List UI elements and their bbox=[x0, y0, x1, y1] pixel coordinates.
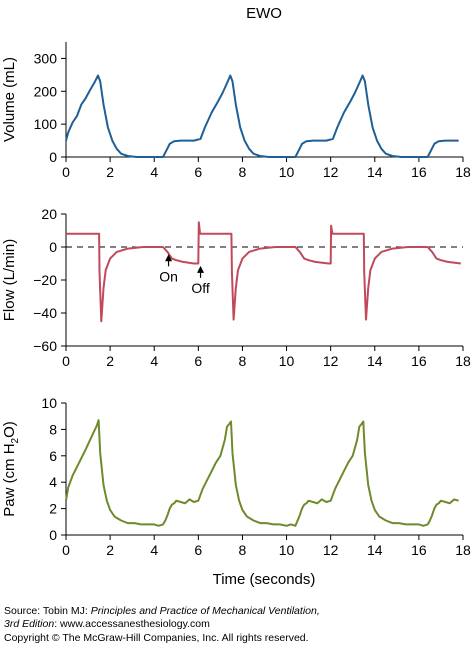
paw-y-tick-label: 2 bbox=[49, 501, 57, 517]
copyright-line: Copyright © The McGraw-Hill Companies, I… bbox=[4, 632, 309, 644]
paw-x-tick-label: 10 bbox=[279, 542, 295, 558]
volume-x-tick-label: 10 bbox=[279, 164, 295, 180]
flow-x-tick-label: 0 bbox=[62, 353, 70, 369]
paw-y-tick-label: 0 bbox=[49, 527, 57, 543]
figure-title: EWO bbox=[246, 5, 282, 22]
source-book-title: Principles and Practice of Mechanical Ve… bbox=[90, 605, 320, 617]
flow-y-tick-label: −20 bbox=[33, 272, 57, 288]
source-line-1: Source: Tobin MJ: Principles and Practic… bbox=[4, 605, 320, 618]
volume-y-tick-label: 0 bbox=[49, 149, 57, 165]
volume-y-axis-label: Volume (mL) bbox=[1, 57, 18, 142]
paw-x-tick-label: 0 bbox=[62, 542, 70, 558]
flow-x-tick-label: 14 bbox=[367, 353, 383, 369]
flow-x-tick-label: 8 bbox=[239, 353, 247, 369]
flow-x-tick-label: 18 bbox=[455, 353, 471, 369]
volume-x-tick-label: 0 bbox=[62, 164, 70, 180]
annotation-label-off: Off bbox=[191, 280, 210, 296]
flow-y-tick-label: 0 bbox=[49, 239, 57, 255]
volume-waveform bbox=[65, 74, 459, 158]
volume-x-tick-label: 4 bbox=[150, 164, 158, 180]
paw-x-tick-label: 18 bbox=[455, 542, 471, 558]
source-prefix: Source: Tobin MJ: bbox=[4, 605, 91, 617]
paw-y-tick-label: 10 bbox=[41, 395, 57, 411]
volume-y-tick-label: 300 bbox=[34, 50, 58, 66]
paw-y-axis-label: Paw (cm H2O) bbox=[1, 421, 21, 517]
paw-x-tick-label: 6 bbox=[194, 542, 202, 558]
flow-x-tick-label: 16 bbox=[411, 353, 427, 369]
paw-x-tick-label: 4 bbox=[150, 542, 158, 558]
annotation-label-on: On bbox=[159, 268, 178, 284]
source-website: : www.accessanesthesiology.com bbox=[54, 618, 210, 630]
source-edition: 3rd Edition bbox=[4, 618, 55, 630]
volume-panel: 0 100 200 300 0 2 4 6 8 10 12 14 16 18 Volume (mL) bbox=[1, 42, 471, 180]
paw-waveform bbox=[65, 419, 459, 527]
annotation-arrowhead-on bbox=[165, 254, 173, 262]
annotation-arrowhead-off bbox=[197, 265, 205, 273]
paw-panel: 0 2 4 6 8 10 0 2 4 6 8 10 12 14 16 18 Paw (cm H2O) bbox=[1, 395, 471, 558]
paw-x-tick-label: 16 bbox=[411, 542, 427, 558]
volume-x-tick-label: 6 bbox=[194, 164, 202, 180]
volume-y-tick-label: 100 bbox=[34, 116, 58, 132]
flow-x-tick-label: 12 bbox=[323, 353, 339, 369]
volume-x-tick-label: 8 bbox=[239, 164, 247, 180]
flow-x-tick-label: 10 bbox=[279, 353, 295, 369]
paw-y-tick-label: 8 bbox=[49, 421, 57, 437]
paw-x-tick-label: 14 bbox=[367, 542, 383, 558]
flow-x-tick-label: 2 bbox=[106, 353, 114, 369]
paw-x-tick-label: 2 bbox=[106, 542, 114, 558]
paw-y-tick-label: 6 bbox=[49, 448, 57, 464]
flow-x-tick-label: 4 bbox=[150, 353, 158, 369]
source-line-2: 3rd Edition: www.accessanesthesiology.co… bbox=[4, 618, 210, 631]
volume-x-tick-label: 2 bbox=[106, 164, 114, 180]
volume-y-tick-label: 200 bbox=[34, 83, 58, 99]
flow-y-axis-label: Flow (L/min) bbox=[1, 239, 18, 322]
volume-x-tick-label: 14 bbox=[367, 164, 383, 180]
flow-panel: 20 0 −20 −40 −60 0 2 4 6 8 10 12 14 16 18 Flow (L/min) O… bbox=[1, 206, 471, 369]
flow-y-tick-label: −60 bbox=[33, 338, 57, 354]
flow-y-tick-label: 20 bbox=[41, 206, 57, 222]
paw-y-tick-label: 4 bbox=[49, 474, 57, 490]
volume-x-tick-label: 18 bbox=[455, 164, 471, 180]
x-axis-title: Time (seconds) bbox=[213, 571, 316, 588]
flow-y-tick-label: −40 bbox=[33, 305, 57, 321]
flow-x-tick-label: 6 bbox=[194, 353, 202, 369]
flow-waveform bbox=[66, 221, 461, 323]
paw-x-tick-label: 12 bbox=[323, 542, 339, 558]
volume-x-tick-label: 12 bbox=[323, 164, 339, 180]
paw-x-tick-label: 8 bbox=[239, 542, 247, 558]
volume-x-tick-label: 16 bbox=[411, 164, 427, 180]
